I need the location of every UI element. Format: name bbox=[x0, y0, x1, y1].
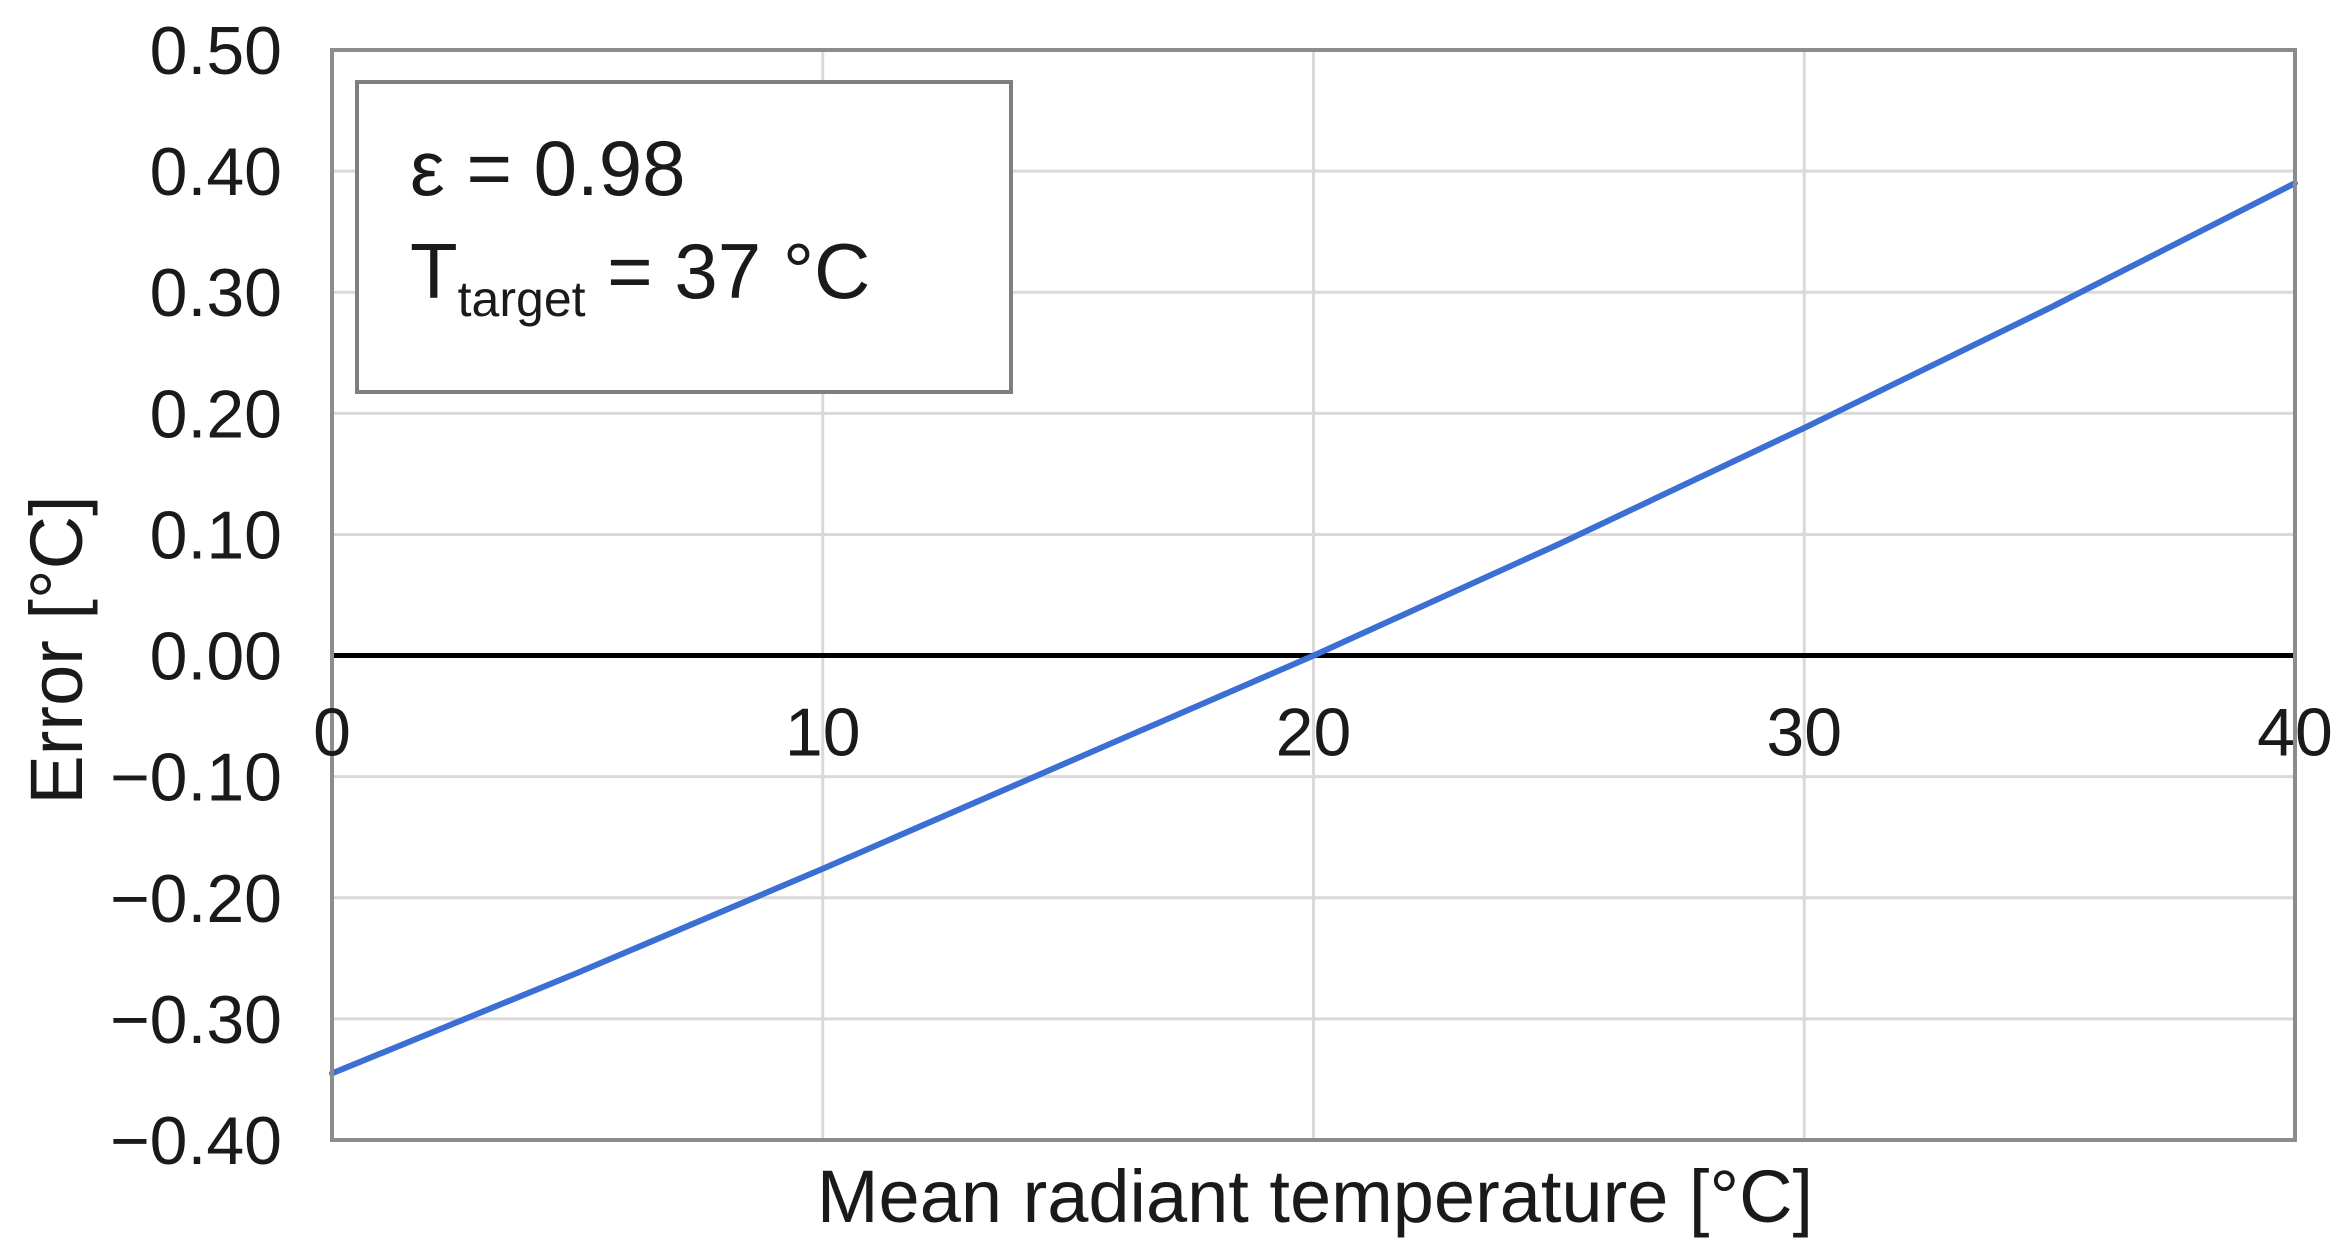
x-tick-labels: 0 10 20 30 40 bbox=[313, 695, 2333, 771]
y-tick-label-0: 0.50 bbox=[150, 13, 282, 89]
series-layer bbox=[329, 180, 2298, 1077]
y-tick-label-1: 0.40 bbox=[150, 134, 282, 210]
annotation-target-temperature: Ttarget = 37 °C bbox=[410, 227, 870, 327]
y-axis-label: Error [°C] bbox=[15, 495, 98, 804]
annotation-frame bbox=[355, 80, 1013, 394]
annotation-t-symbol: T bbox=[410, 227, 458, 315]
y-tick-label-2: 0.30 bbox=[150, 255, 282, 331]
y-tick-label-8: −0.30 bbox=[110, 982, 282, 1058]
y-tick-label-7: −0.20 bbox=[110, 861, 282, 937]
y-tick-label-6: −0.10 bbox=[110, 740, 282, 816]
annotation-emissivity: ε = 0.98 bbox=[410, 124, 685, 212]
x-tick-label-3: 30 bbox=[1766, 695, 1842, 771]
y-tick-label-5: 0.00 bbox=[150, 619, 282, 695]
x-axis-label: Mean radiant temperature [°C] bbox=[817, 1155, 1813, 1238]
y-tick-labels: 0.50 0.40 0.30 0.20 0.10 0.00 −0.10 −0.20 −0.30 −… bbox=[110, 13, 282, 1179]
y-tick-label-4: 0.10 bbox=[150, 497, 282, 573]
series-line-0 bbox=[329, 180, 2298, 1077]
x-tick-label-1: 10 bbox=[785, 695, 861, 771]
annotation-t-value: = 37 °C bbox=[586, 227, 871, 315]
x-tick-label-4: 40 bbox=[2257, 695, 2333, 771]
plot-frame bbox=[330, 48, 2297, 1142]
y-tick-label-9: −0.40 bbox=[110, 1103, 282, 1179]
x-tick-label-0: 0 bbox=[313, 695, 351, 771]
annotation-t-subscript: target bbox=[458, 271, 586, 327]
annotation-box: ε = 0.98 Ttarget = 37 °C bbox=[355, 80, 1013, 394]
x-tick-label-2: 20 bbox=[1276, 695, 1352, 771]
y-tick-label-3: 0.20 bbox=[150, 376, 282, 452]
